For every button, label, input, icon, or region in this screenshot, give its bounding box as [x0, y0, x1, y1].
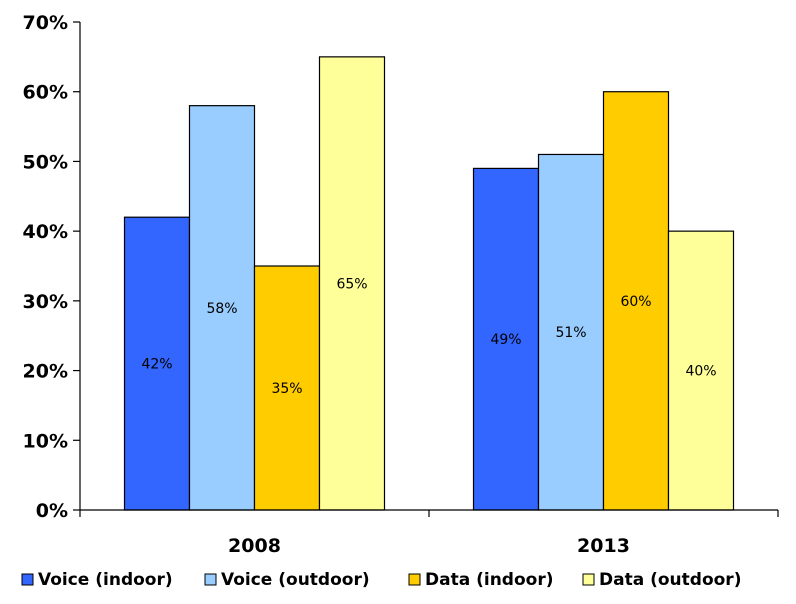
bar-voice-outdoor-2013: [537, 153, 605, 511]
legend-label: Data (indoor): [425, 570, 553, 590]
bars: 42% 58% 35% 65% 49% 51% 60% 40%: [123, 56, 735, 511]
legend-swatch: [21, 573, 34, 586]
legend-swatch: [408, 573, 421, 586]
bar-data-outdoor-2013: [667, 230, 735, 511]
y-tick-label: 50%: [23, 151, 68, 173]
legend-label: Data (outdoor): [599, 570, 741, 590]
y-tick-label: 70%: [23, 12, 68, 34]
data-label: 60%: [620, 294, 651, 310]
y-axis: 0% 10% 20% 30% 40% 50% 60% 70%: [23, 12, 81, 522]
legend: Voice (indoor) Voice (outdoor) Data (indoo…: [21, 570, 741, 590]
x-axis: 2008 2013: [79, 509, 779, 557]
data-label: 51%: [555, 325, 586, 341]
data-label: 42%: [141, 357, 172, 373]
y-tick-label: 30%: [23, 291, 68, 313]
y-tick-label: 10%: [23, 430, 68, 452]
data-label: 35%: [271, 381, 302, 397]
y-tick-label: 40%: [23, 221, 68, 243]
data-label: 58%: [206, 301, 237, 317]
legend-swatch: [582, 573, 595, 586]
legend-swatch: [204, 573, 217, 586]
data-label: 65%: [336, 276, 367, 292]
y-tick-label: 0%: [36, 500, 68, 522]
x-category-label: 2008: [228, 535, 281, 557]
data-label: 49%: [490, 332, 521, 348]
legend-label: Voice (indoor): [38, 570, 173, 590]
bar-data-indoor-2013: [602, 91, 670, 511]
legend-label: Voice (outdoor): [221, 570, 370, 590]
y-tick-label: 60%: [23, 82, 68, 104]
y-tick-label: 20%: [23, 361, 68, 383]
x-category-label: 2013: [577, 535, 630, 557]
data-label: 40%: [685, 364, 716, 380]
